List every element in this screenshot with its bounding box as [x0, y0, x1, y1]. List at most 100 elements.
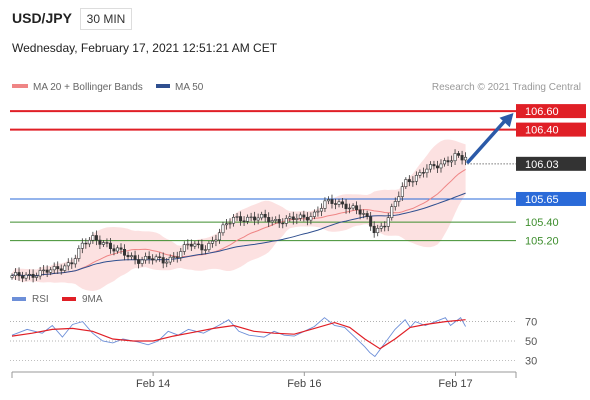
- candle: [94, 230, 98, 246]
- candle-body: [263, 213, 267, 218]
- candle-body: [179, 251, 183, 258]
- candle: [453, 149, 457, 166]
- candle-body: [302, 214, 306, 218]
- candle: [179, 247, 183, 262]
- candle-body: [91, 235, 95, 241]
- candle: [130, 252, 134, 261]
- candle-body: [168, 256, 172, 263]
- candle: [432, 160, 436, 170]
- candle: [73, 254, 77, 268]
- candle: [323, 197, 327, 213]
- candle-body: [239, 216, 243, 222]
- candle-body: [330, 199, 334, 204]
- candle: [291, 211, 295, 225]
- candle: [112, 244, 116, 256]
- candle: [457, 150, 461, 158]
- candle-body: [418, 172, 422, 176]
- candle-body: [52, 266, 56, 271]
- candle-body: [249, 216, 253, 219]
- candle: [87, 237, 91, 248]
- candle: [91, 231, 95, 244]
- candle: [165, 258, 169, 268]
- candle-body: [133, 255, 137, 260]
- candle-body: [80, 242, 84, 249]
- timestamp: Wednesday, February 17, 2021 12:51:21 AM…: [12, 41, 278, 55]
- candle: [418, 169, 422, 179]
- candle-body: [460, 155, 464, 161]
- candle: [175, 251, 179, 263]
- candle: [98, 235, 102, 249]
- candle-body: [63, 265, 67, 271]
- credit-label: Research © 2021 Trading Central: [432, 82, 581, 93]
- candle: [400, 182, 404, 201]
- candle: [284, 215, 288, 227]
- candle: [390, 203, 394, 221]
- x-tick-label: Feb 14: [136, 378, 170, 390]
- candle-body: [323, 200, 327, 209]
- candle: [108, 237, 112, 254]
- candle: [351, 203, 355, 211]
- candle: [411, 176, 415, 187]
- candle: [151, 254, 155, 265]
- candle-body: [453, 153, 457, 162]
- candle-body: [38, 270, 42, 277]
- candle: [443, 157, 447, 167]
- candle: [49, 267, 53, 276]
- candle-body: [428, 164, 432, 170]
- candle: [115, 245, 119, 254]
- rsi-panel: 70 50 30: [10, 317, 537, 367]
- candle: [210, 236, 214, 248]
- candle-body: [312, 211, 316, 217]
- candle: [70, 257, 74, 269]
- candle: [330, 194, 334, 209]
- candle: [425, 164, 429, 178]
- candle: [158, 252, 162, 262]
- candle-body: [137, 259, 141, 264]
- candle: [439, 159, 443, 173]
- candle: [217, 228, 221, 244]
- candle: [21, 271, 25, 283]
- candle: [35, 272, 39, 281]
- x-tick-label: Feb 17: [438, 378, 472, 390]
- rsi-line: [11, 317, 466, 358]
- candle-body: [326, 199, 330, 202]
- rsi-legend-swatch: [12, 297, 26, 301]
- candle-body: [14, 272, 18, 276]
- ma20-legend-swatch: [12, 84, 28, 88]
- candle: [369, 211, 373, 231]
- candle: [28, 269, 32, 280]
- candle: [56, 261, 60, 274]
- candle-body: [158, 256, 162, 258]
- candle: [38, 266, 42, 280]
- candle-body: [130, 255, 134, 258]
- candle-body: [376, 228, 380, 234]
- candle-body: [115, 247, 119, 252]
- candle: [161, 252, 165, 269]
- candle-body: [224, 223, 228, 226]
- candlesticks: [10, 149, 468, 283]
- candle-body: [369, 216, 373, 227]
- candle-body: [193, 243, 197, 247]
- candle-body: [344, 203, 348, 210]
- candle: [267, 212, 271, 227]
- candle-body: [42, 269, 46, 272]
- candle-body: [333, 203, 337, 205]
- x-tick-label: Feb 16: [287, 378, 321, 390]
- ma9-legend-label: 9MA: [82, 294, 103, 305]
- candle: [133, 250, 137, 265]
- candle: [464, 152, 468, 166]
- candle: [193, 241, 197, 250]
- candle: [312, 209, 316, 220]
- timeframe-button[interactable]: 30 MIN: [80, 8, 132, 30]
- candle-body: [351, 205, 355, 209]
- candle: [224, 218, 228, 230]
- candle-body: [165, 261, 169, 264]
- time-axis: Feb 14 Feb 16 Feb 17: [11, 371, 517, 390]
- candle-body: [256, 217, 260, 221]
- candle: [207, 241, 211, 252]
- candle-body: [267, 217, 271, 223]
- ma50-legend-label: MA 50: [175, 82, 204, 93]
- candle: [341, 197, 345, 208]
- level-label-106.40: 106.40: [525, 125, 559, 137]
